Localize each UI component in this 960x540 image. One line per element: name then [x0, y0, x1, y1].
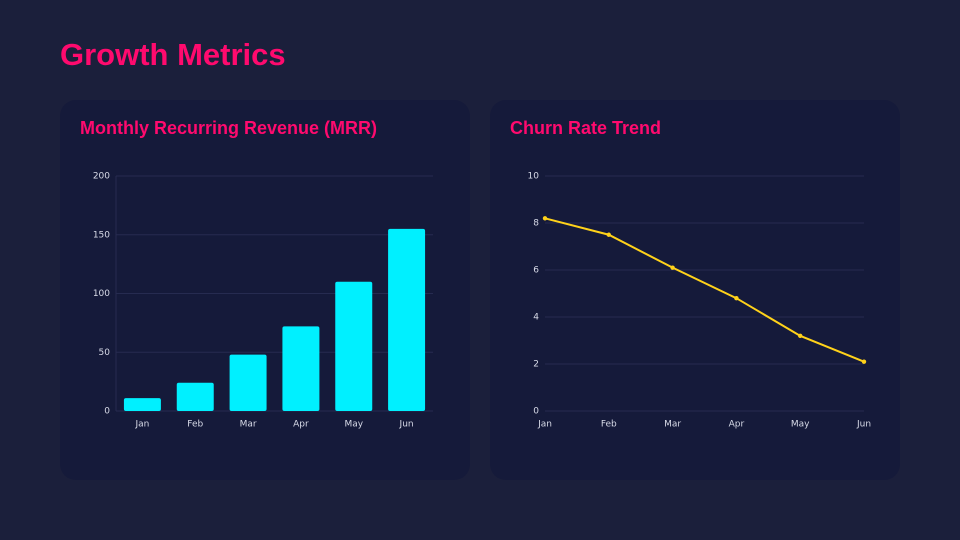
- bar: [282, 326, 320, 411]
- x-tick-label: Jan: [134, 420, 149, 430]
- bar: [176, 382, 214, 411]
- y-tick-label: 4: [533, 313, 539, 323]
- point: [670, 265, 675, 270]
- point: [798, 333, 803, 338]
- x-tick-label: Jun: [399, 420, 414, 430]
- page-title: Growth Metrics: [60, 37, 286, 72]
- x-tick-label: May: [791, 420, 810, 430]
- bar: [335, 281, 373, 411]
- x-tick-label: Apr: [729, 420, 745, 430]
- y-tick-label: 8: [533, 219, 539, 229]
- x-tick-label: Mar: [664, 420, 681, 430]
- point: [861, 359, 867, 364]
- chart-title: Monthly Recurring Revenue (MRR): [80, 118, 377, 138]
- point: [734, 296, 739, 301]
- x-tick-label: Apr: [293, 420, 309, 430]
- x-tick-label: Mar: [240, 420, 257, 430]
- chart-title: Churn Rate Trend: [510, 118, 661, 138]
- x-tick-label: May: [344, 420, 363, 430]
- y-tick-label: 150: [93, 230, 110, 240]
- bar: [229, 354, 267, 411]
- bar: [123, 398, 161, 411]
- y-tick-label: 0: [104, 407, 110, 417]
- bar: [388, 228, 426, 411]
- y-tick-label: 2: [533, 360, 539, 370]
- y-tick-label: 10: [528, 172, 540, 182]
- x-tick-label: Feb: [187, 420, 203, 430]
- y-tick-label: 200: [93, 172, 110, 182]
- x-tick-label: Jun: [856, 420, 871, 430]
- y-tick-label: 6: [533, 266, 539, 276]
- point: [542, 216, 548, 221]
- point: [606, 232, 611, 237]
- panel: [490, 100, 900, 480]
- y-tick-label: 100: [93, 289, 110, 299]
- x-tick-label: Feb: [601, 420, 617, 430]
- line: [544, 217, 865, 363]
- y-tick-label: 50: [99, 348, 111, 358]
- y-tick-label: 0: [533, 407, 539, 417]
- x-tick-label: Jan: [537, 420, 552, 430]
